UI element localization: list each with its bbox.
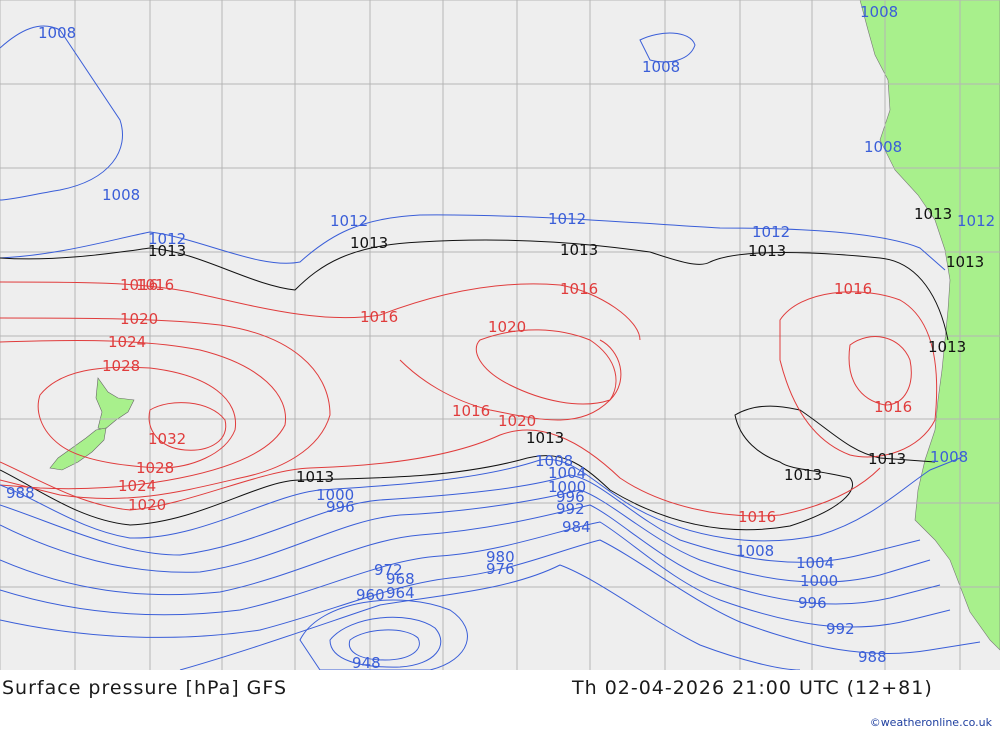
isobar-label-black: 1013 — [868, 450, 906, 468]
land-new-zealand-south — [49, 427, 107, 471]
ocean-background — [0, 0, 1000, 670]
isobar-1020-center — [475, 329, 617, 405]
isobar-label-red: 1028 — [102, 357, 140, 375]
isobar-lines — [0, 25, 981, 670]
isobar-label-black: 1013 — [148, 242, 186, 260]
pressure-map: 1008 1008 1008 1008 1008 1012 1012 1012 1012 1012… — [0, 0, 1000, 670]
isobar-label-black: 1013 — [560, 241, 598, 259]
isobar-label-blue: 1000 — [316, 486, 354, 504]
isobar-1013-south — [0, 405, 936, 531]
isobar-label-black: 1013 — [526, 429, 564, 447]
isobar-label-blue: 1008 — [736, 542, 774, 560]
isobar-label-blue: 1008 — [930, 448, 968, 466]
isobar-label-black: 1013 — [914, 205, 952, 223]
isobar-label-red: 1016 — [452, 402, 490, 420]
isobar-1028 — [37, 366, 237, 469]
isobar-label-blue: 980 — [486, 548, 515, 566]
isobar-label-blue: 984 — [562, 518, 591, 536]
isobar-label-blue: 1008 — [860, 3, 898, 21]
isobar-label-blue: 996 — [556, 488, 585, 506]
isobar-label-red: 1020 — [120, 310, 158, 328]
isobar-label-red: 1016 — [120, 276, 158, 294]
isobar-label-blue: 964 — [386, 584, 415, 602]
isobar-1008-northeast — [639, 32, 696, 63]
isobar-996 — [0, 504, 941, 605]
isobar-label-red: 1016 — [834, 280, 872, 298]
isobar-label-blue: 1012 — [957, 212, 995, 230]
isobar-label-blue: 1008 — [38, 24, 76, 42]
land-new-zealand-north — [95, 377, 135, 431]
isobar-label-red: 1016 — [874, 398, 912, 416]
isobar-label-black: 1013 — [946, 253, 984, 271]
isobar-label-blue: 1008 — [642, 58, 680, 76]
isobar-labels: 1008 1008 1008 1008 1008 1012 1012 1012 1012 1012… — [6, 3, 995, 670]
land-south-america — [859, 0, 1000, 651]
isobar-label-blue: 988 — [6, 484, 35, 502]
isobar-label-red: 1020 — [488, 318, 526, 336]
isobar-label-blue: 1004 — [796, 554, 834, 572]
isobar-label-red: 1020 — [498, 412, 536, 430]
valid-time: Th 02-04-2026 21:00 UTC (12+81) — [572, 677, 933, 699]
isobar-label-blue: 996 — [798, 594, 827, 612]
isobar-1000 — [0, 489, 931, 583]
isobar-label-red: 1016 — [360, 308, 398, 326]
isobar-1032 — [148, 402, 227, 451]
isobar-label-blue: 948 — [352, 654, 381, 670]
isobar-1013-north — [0, 239, 949, 341]
isobar-label-blue: 992 — [556, 500, 585, 518]
isobar-label-red: 1024 — [108, 333, 146, 351]
isobar-label-black: 1013 — [748, 242, 786, 260]
map-title: Surface pressure [hPa] GFS — [2, 677, 288, 699]
isobar-low-ring-2 — [329, 616, 442, 668]
isobar-label-blue: 1000 — [548, 478, 586, 496]
isobar-label-blue: 972 — [374, 561, 403, 579]
isobar-1008-south — [0, 457, 961, 542]
isobar-label-black: 1013 — [350, 234, 388, 252]
isobar-label-blue: 976 — [486, 560, 515, 578]
isobar-label-blue: 1008 — [535, 452, 573, 470]
isobar-label-blue: 1012 — [330, 212, 368, 230]
isobar-1024 — [0, 339, 287, 490]
isobar-label-black: 1013 — [296, 468, 334, 486]
isobar-1020-west — [0, 317, 331, 499]
isobar-low-ring-3 — [348, 629, 420, 661]
isobar-label-blue: 1004 — [548, 464, 586, 482]
isobar-1016-center — [399, 339, 622, 421]
credit-link[interactable]: ©weatheronline.co.uk — [869, 716, 992, 729]
isobar-label-red: 1032 — [148, 430, 186, 448]
isobar-label-blue: 992 — [826, 620, 855, 638]
isobar-label-blue: 1012 — [752, 223, 790, 241]
isobar-low-ring-1 — [299, 599, 468, 670]
isobar-label-red: 1020 — [128, 496, 166, 514]
isobar-label-blue: 1012 — [548, 210, 586, 228]
isobar-label-blue: 1008 — [102, 186, 140, 204]
isobar-1008-northwest — [0, 25, 123, 201]
isobar-label-red: 1016 — [560, 280, 598, 298]
isobar-1016-south — [0, 429, 881, 517]
isobar-1012 — [0, 214, 946, 271]
isobar-1016-north — [0, 281, 641, 341]
isobar-label-blue: 1000 — [800, 572, 838, 590]
isobar-label-red: 1024 — [118, 477, 156, 495]
isobar-label-blue: 988 — [858, 648, 887, 666]
isobar-label-blue: 996 — [326, 498, 355, 516]
isobar-label-blue: 1008 — [864, 138, 902, 156]
isobar-1020-east — [848, 336, 912, 406]
isobar-label-black: 1013 — [784, 466, 822, 484]
isobar-label-blue: 1012 — [148, 230, 186, 248]
isobar-label-blue: 960 — [356, 586, 385, 604]
isobar-992 — [0, 521, 951, 628]
isobar-1004 — [0, 474, 921, 563]
graticule — [0, 0, 1000, 670]
isobar-label-red: 1016 — [738, 508, 776, 526]
isobar-label-red: 1028 — [136, 459, 174, 477]
isobar-label-black: 1013 — [928, 338, 966, 356]
isobar-988 — [0, 539, 981, 654]
isobar-label-blue: 968 — [386, 570, 415, 588]
isobar-1016-east — [779, 291, 938, 458]
isobar-label-red: 1016 — [136, 276, 174, 294]
